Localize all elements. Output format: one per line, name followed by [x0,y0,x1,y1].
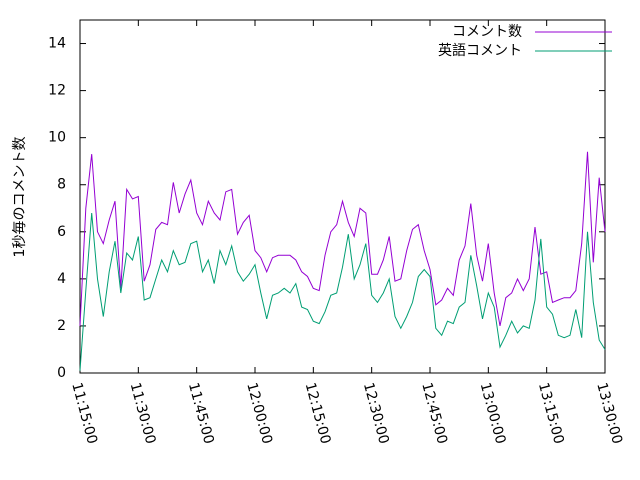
x-tick-label: 12:15:00 [302,381,334,446]
x-tick-label: 11:45:00 [185,381,217,446]
legend-label: 英語コメント [438,42,522,59]
x-tick-label: 12:30:00 [360,381,392,446]
y-tick-label: 14 [48,36,66,52]
legend-label: コメント数 [452,24,522,40]
y-tick-label: 4 [57,271,66,287]
plot-frame [79,19,606,374]
y-axis-label: 1秒毎のコメント数 [12,137,28,258]
y-tick-label: 10 [48,130,66,146]
x-tick-label: 11:15:00 [68,381,100,446]
y-tick-label: 2 [57,318,66,334]
y-tick-label: 6 [57,224,66,240]
series-line [79,212,606,371]
x-tick-label: 13:30:00 [593,381,625,446]
x-tick-label: 11:30:00 [127,381,159,446]
x-tick-label: 13:00:00 [477,381,509,446]
series-line [79,151,606,327]
y-tick-label: 0 [57,365,66,381]
x-tick-label: 13:15:00 [535,381,567,446]
x-tick-label: 12:45:00 [418,381,450,446]
y-tick-label: 8 [57,177,66,193]
y-tick-label: 12 [48,83,66,99]
x-tick-label: 12:00:00 [243,381,275,446]
